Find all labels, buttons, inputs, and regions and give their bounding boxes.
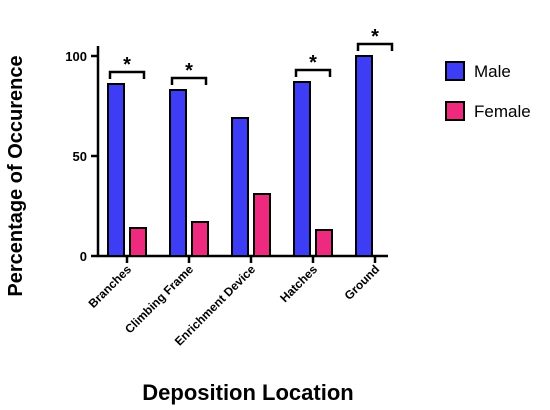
significance-bracket	[170, 76, 208, 85]
x-axis-title: Deposition Location	[142, 380, 353, 405]
significance-markers: * * * *	[108, 26, 394, 85]
bar-male	[293, 81, 311, 257]
bar-female	[253, 193, 271, 257]
x-tick-label: Hatches	[277, 262, 320, 305]
x-tick-label: Branches	[86, 262, 135, 311]
legend-label-female: Female	[474, 102, 531, 121]
significance-star: *	[123, 54, 131, 76]
bar-male	[231, 117, 249, 257]
significance-bracket	[294, 68, 332, 77]
bar-male	[107, 83, 125, 257]
legend: Male Female	[445, 61, 531, 121]
y-axis-title: Percentage of Occurence	[5, 55, 27, 296]
bars	[107, 55, 373, 257]
significance-star: *	[309, 52, 317, 74]
significance-bracket	[108, 70, 146, 79]
bar-female	[315, 229, 333, 257]
y-tick-label: 0	[80, 249, 87, 264]
significance-star: *	[371, 26, 379, 48]
bar-male	[169, 89, 187, 257]
significance-bracket	[356, 42, 394, 51]
y-tick-label: 100	[65, 49, 87, 64]
bar-female	[191, 221, 209, 257]
x-tick-label: Ground	[342, 262, 383, 303]
legend-swatch-female	[445, 101, 465, 121]
bar-female	[129, 227, 147, 257]
y-tick-label: 50	[73, 149, 87, 164]
legend-swatch-male	[445, 61, 465, 81]
legend-label-male: Male	[474, 62, 511, 81]
y-ticks: 0 50 100	[65, 49, 98, 264]
bar-male	[355, 55, 373, 257]
significance-star: *	[185, 60, 193, 82]
